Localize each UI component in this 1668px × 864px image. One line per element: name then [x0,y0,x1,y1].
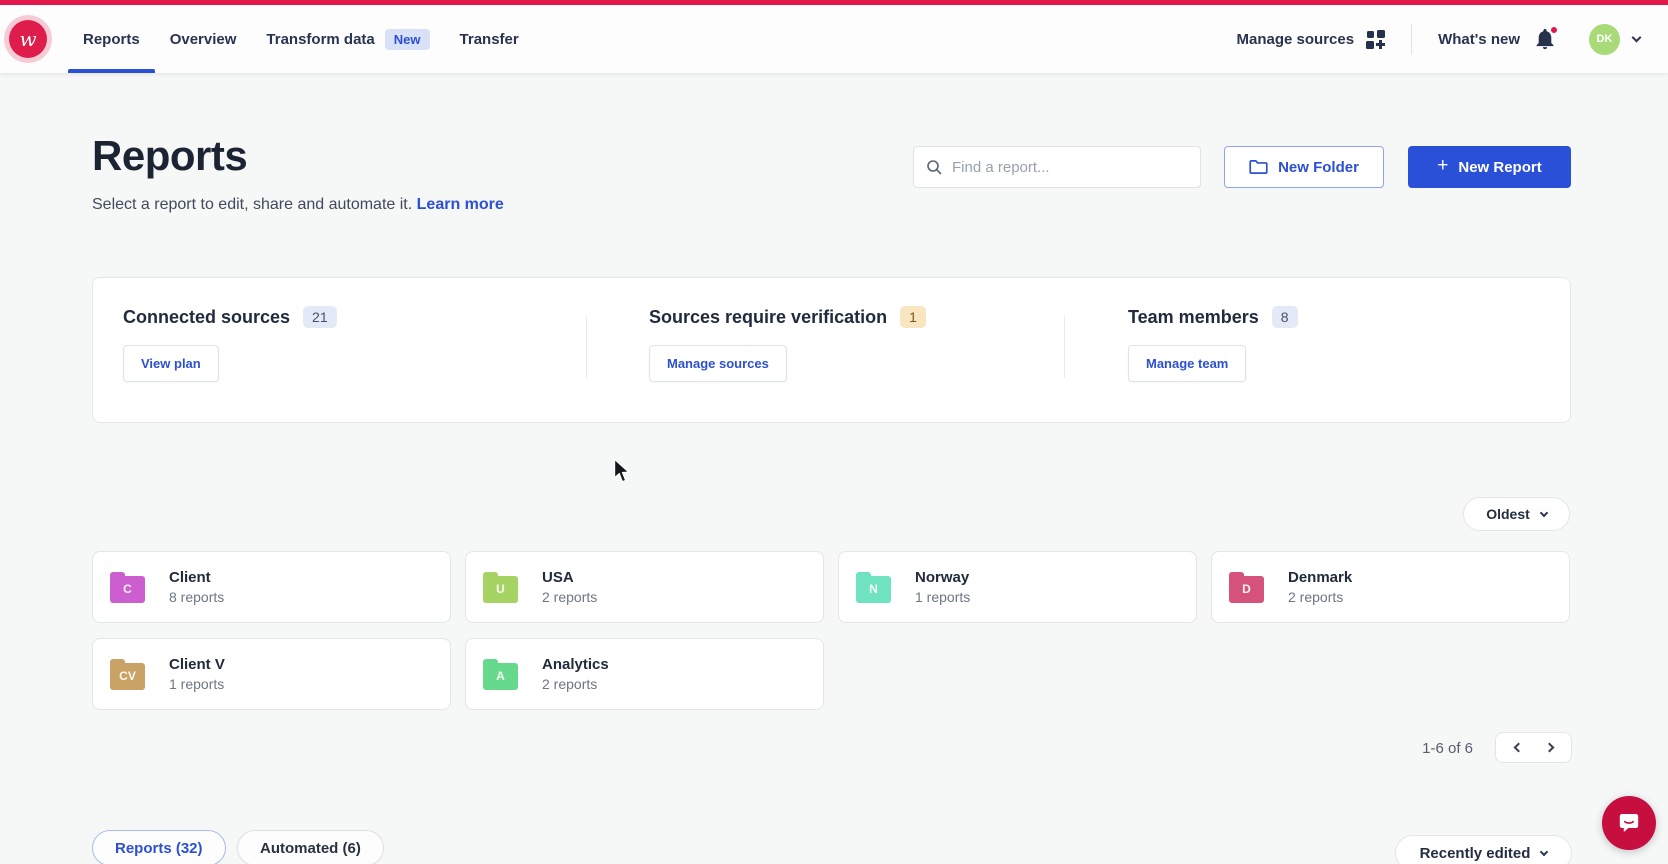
new-badge: New [384,28,430,50]
chevron-left-icon[interactable] [1513,742,1523,753]
stats-summary-card: Connected sources 21 View plan Sources r… [92,277,1571,423]
nav-tab-label: Reports [83,30,140,48]
folder-color-icon: U [483,571,518,603]
new-folder-button[interactable]: New Folder [1224,146,1384,188]
folder-color-icon: C [110,571,145,603]
nav-tab-label: Transfer [459,30,519,48]
folder-report-count: 2 reports [1288,589,1344,605]
sort-label: Oldest [1486,506,1530,522]
folder-name: Analytics [542,656,609,673]
nav-tab-transfer[interactable]: Transfer [445,5,534,73]
nav-right-group: Manage sources What's new DK [1236,5,1642,73]
folder-icon [1249,160,1268,174]
notification-dot [1549,25,1559,35]
logo-w-icon: w [9,20,47,58]
manage-sources-button[interactable]: Manage sources [649,345,787,382]
stat-divider [1064,316,1065,378]
stat-count-badge: 1 [900,306,926,328]
folder-name: Client V [169,656,225,673]
folder-report-count: 8 reports [169,589,225,605]
folder-card-client[interactable]: C Client 8 reports [92,551,451,623]
pagination-range: 1-6 of 6 [1422,740,1473,757]
stat-team-members: Team members 8 Manage team [1128,306,1298,382]
folder-color-icon: CV [110,658,145,690]
view-plan-button[interactable]: View plan [123,345,219,382]
plus-icon: + [1437,155,1449,176]
app-logo[interactable]: w [4,15,52,63]
folder-card-analytics[interactable]: A Analytics 2 reports [465,638,824,710]
stat-label: Connected sources [123,306,291,327]
stat-connected-sources: Connected sources 21 View plan [123,306,337,382]
folder-color-icon: N [856,571,891,603]
folder-name: Denmark [1288,569,1353,586]
folder-name: USA [542,569,574,586]
folder-name: Norway [915,569,970,586]
search-icon [927,160,942,175]
report-search [913,146,1201,188]
folder-card-usa[interactable]: U USA 2 reports [465,551,824,623]
folder-report-count: 2 reports [542,676,598,692]
stat-label: Team members [1128,306,1259,327]
folder-name: Client [169,569,211,586]
page-subtitle: Select a report to edit, share and autom… [92,196,504,214]
chevron-down-icon [1540,847,1549,856]
folder-color-icon: D [1229,571,1264,603]
pagination-controls [1495,732,1572,763]
footer-tab-reports[interactable]: Reports (32) [92,830,226,864]
stat-divider [586,316,587,378]
chat-icon [1619,814,1639,832]
nav-divider [1411,24,1413,54]
stat-count-badge: 8 [1271,306,1298,328]
nav-tab-reports[interactable]: Reports [68,5,155,73]
new-report-label: New Report [1458,158,1542,176]
sources-grid-plus-icon[interactable] [1366,29,1386,49]
user-avatar[interactable]: DK [1589,23,1620,55]
stat-sources-verification: Sources require verification 1 Manage so… [649,306,926,382]
stat-count-badge: 21 [303,306,337,328]
new-folder-label: New Folder [1278,158,1359,176]
new-report-button[interactable]: + New Report [1408,146,1571,188]
mouse-cursor [612,457,634,489]
manage-sources-link[interactable]: Manage sources [1236,30,1355,48]
nav-tab-overview[interactable]: Overview [155,5,252,73]
folder-sort-dropdown[interactable]: Oldest [1463,497,1570,531]
nav-tab-transform-data[interactable]: Transform data New [251,5,444,73]
nav-tab-label: Overview [169,30,237,48]
folder-report-count: 2 reports [542,589,598,605]
search-input[interactable] [952,158,1188,176]
whats-new-link[interactable]: What's new [1438,30,1520,48]
nav-tab-label: Transform data [266,30,375,48]
brand-top-line [0,0,1668,5]
nav-tabs: Reports Overview Transform data New Tran… [68,5,534,73]
folder-card-client-v[interactable]: CV Client V 1 reports [92,638,451,710]
footer-tab-automated[interactable]: Automated (6) [237,830,384,864]
page-title: Reports [92,132,248,179]
report-sort-label: Recently edited [1419,844,1531,862]
learn-more-link[interactable]: Learn more [416,196,504,213]
folder-card-denmark[interactable]: D Denmark 2 reports [1211,551,1570,623]
folder-report-count: 1 reports [169,676,225,692]
manage-team-button[interactable]: Manage team [1128,345,1247,382]
stat-label: Sources require verification [649,306,888,327]
folder-report-count: 1 reports [915,589,971,605]
folder-color-icon: A [483,658,518,690]
account-chevron-down-icon[interactable] [1631,32,1642,42]
report-sort-dropdown[interactable]: Recently edited [1395,835,1572,864]
folder-card-norway[interactable]: N Norway 1 reports [838,551,1197,623]
chat-launcher-button[interactable] [1602,796,1656,850]
subtitle-text: Select a report to edit, share and autom… [92,196,413,213]
notifications-bell-icon[interactable] [1533,25,1559,51]
chevron-right-icon[interactable] [1544,742,1554,753]
top-navigation: w Reports Overview Transform data New Tr… [0,5,1668,73]
chevron-down-icon [1539,508,1549,517]
